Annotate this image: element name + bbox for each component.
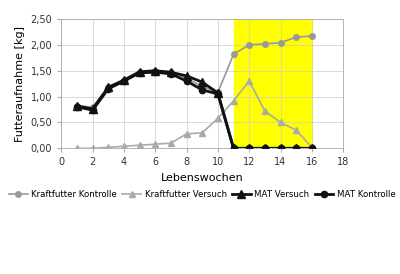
Kraftfutter Kontrolle bbox=[90, 105, 95, 109]
Bar bbox=[234, 19, 312, 148]
Kraftfutter Versuch bbox=[168, 141, 173, 145]
Kraftfutter Versuch bbox=[278, 121, 283, 124]
MAT Versuch bbox=[74, 104, 79, 108]
Kraftfutter Versuch bbox=[90, 147, 95, 150]
MAT Kontrolle bbox=[262, 147, 267, 150]
Kraftfutter Kontrolle bbox=[247, 43, 252, 47]
MAT Versuch bbox=[247, 147, 252, 150]
Kraftfutter Kontrolle bbox=[106, 86, 111, 89]
Kraftfutter Kontrolle bbox=[122, 79, 126, 83]
MAT Versuch bbox=[184, 74, 189, 78]
MAT Kontrolle bbox=[310, 147, 314, 150]
MAT Versuch bbox=[168, 71, 173, 74]
X-axis label: Lebenswochen: Lebenswochen bbox=[161, 173, 244, 183]
Kraftfutter Versuch bbox=[184, 132, 189, 135]
MAT Versuch bbox=[106, 86, 111, 89]
Line: Kraftfutter Versuch: Kraftfutter Versuch bbox=[74, 78, 315, 151]
MAT Kontrolle bbox=[247, 147, 252, 150]
Kraftfutter Kontrolle bbox=[294, 35, 298, 39]
MAT Versuch bbox=[278, 147, 283, 150]
Kraftfutter Versuch bbox=[294, 129, 298, 132]
Line: MAT Versuch: MAT Versuch bbox=[73, 67, 316, 152]
MAT Versuch bbox=[262, 147, 267, 150]
Kraftfutter Kontrolle bbox=[278, 41, 283, 44]
MAT Versuch bbox=[122, 78, 126, 82]
Kraftfutter Versuch bbox=[122, 145, 126, 148]
MAT Kontrolle bbox=[168, 72, 173, 75]
Kraftfutter Versuch bbox=[106, 146, 111, 149]
Kraftfutter Kontrolle bbox=[310, 35, 314, 38]
MAT Versuch bbox=[153, 69, 158, 72]
MAT Kontrolle bbox=[74, 105, 79, 109]
Kraftfutter Versuch bbox=[262, 109, 267, 113]
Kraftfutter Versuch bbox=[310, 146, 314, 149]
MAT Versuch bbox=[200, 81, 205, 84]
Kraftfutter Versuch bbox=[200, 131, 205, 135]
Kraftfutter Versuch bbox=[216, 117, 220, 120]
MAT Kontrolle bbox=[106, 87, 111, 90]
Kraftfutter Versuch bbox=[247, 79, 252, 83]
Kraftfutter Kontrolle bbox=[262, 42, 267, 45]
Line: MAT Kontrolle: MAT Kontrolle bbox=[74, 69, 315, 152]
MAT Kontrolle bbox=[231, 147, 236, 150]
MAT Kontrolle bbox=[90, 109, 95, 112]
MAT Kontrolle bbox=[278, 147, 283, 150]
Kraftfutter Kontrolle bbox=[216, 91, 220, 94]
Kraftfutter Kontrolle bbox=[184, 77, 189, 80]
Kraftfutter Kontrolle bbox=[137, 71, 142, 74]
MAT Versuch bbox=[231, 147, 236, 150]
Kraftfutter Versuch bbox=[137, 144, 142, 147]
Kraftfutter Kontrolle bbox=[74, 104, 79, 108]
Kraftfutter Kontrolle bbox=[168, 70, 173, 73]
Kraftfutter Kontrolle bbox=[200, 85, 205, 88]
MAT Kontrolle bbox=[184, 79, 189, 83]
Kraftfutter Versuch bbox=[153, 142, 158, 146]
Kraftfutter Versuch bbox=[231, 99, 236, 102]
MAT Versuch bbox=[137, 70, 142, 73]
Kraftfutter Kontrolle bbox=[153, 69, 158, 72]
MAT Kontrolle bbox=[216, 92, 220, 96]
Kraftfutter Versuch bbox=[74, 147, 79, 150]
MAT Versuch bbox=[294, 147, 298, 150]
MAT Kontrolle bbox=[200, 88, 205, 92]
Line: Kraftfutter Kontrolle: Kraftfutter Kontrolle bbox=[74, 33, 315, 110]
Y-axis label: Futteraufnahme [kg]: Futteraufnahme [kg] bbox=[15, 26, 25, 142]
MAT Kontrolle bbox=[137, 71, 142, 75]
Legend: Kraftfutter Kontrolle, Kraftfutter Versuch, MAT Versuch, MAT Kontrolle: Kraftfutter Kontrolle, Kraftfutter Versu… bbox=[5, 186, 399, 202]
MAT Kontrolle bbox=[122, 79, 126, 83]
MAT Kontrolle bbox=[153, 71, 158, 74]
MAT Versuch bbox=[216, 91, 220, 95]
MAT Versuch bbox=[90, 107, 95, 111]
MAT Versuch bbox=[310, 147, 314, 150]
MAT Kontrolle bbox=[294, 147, 298, 150]
Kraftfutter Kontrolle bbox=[231, 53, 236, 56]
